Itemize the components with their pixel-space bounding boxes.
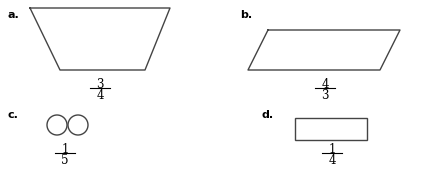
Text: c.: c. [8, 110, 19, 120]
Text: a.: a. [8, 10, 20, 20]
Text: 4: 4 [96, 89, 104, 102]
Text: 1: 1 [61, 143, 69, 156]
Text: 4: 4 [328, 154, 336, 167]
Text: b.: b. [240, 10, 252, 20]
Text: 1: 1 [328, 143, 335, 156]
Text: 3: 3 [96, 78, 104, 91]
Text: 3: 3 [321, 89, 329, 102]
Text: 5: 5 [61, 154, 69, 167]
Text: 4: 4 [321, 78, 329, 91]
Text: d.: d. [262, 110, 274, 120]
Bar [295, 118, 367, 140]
